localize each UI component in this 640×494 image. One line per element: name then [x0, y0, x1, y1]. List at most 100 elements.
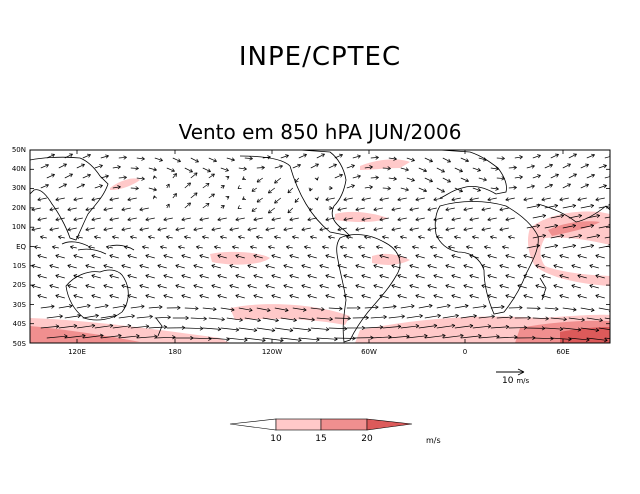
wind-vector-head — [166, 235, 170, 240]
wind-vector-head — [81, 333, 86, 339]
wind-vector — [427, 285, 437, 289]
wind-vector — [244, 317, 261, 321]
wind-vector — [442, 335, 464, 339]
wind-vector-head — [145, 274, 150, 279]
wind-vector — [382, 187, 391, 189]
wind-vector-head — [387, 186, 391, 191]
wind-vector-head — [577, 274, 582, 279]
wind-vector-head — [135, 166, 139, 171]
wind-vector-head — [375, 155, 379, 160]
wind-vector-head — [217, 217, 222, 222]
wind-vector-head — [117, 333, 122, 338]
wind-vector-head — [237, 205, 242, 209]
wind-vector-head — [301, 264, 306, 269]
wind-vector-head — [418, 235, 422, 240]
wind-vector — [496, 157, 505, 159]
wind-vector — [235, 255, 245, 259]
wind-vector-head — [152, 175, 157, 180]
wind-vector-head — [397, 217, 402, 222]
wind-vector — [319, 227, 329, 231]
wind-vector-head — [301, 284, 306, 289]
wind-vector — [262, 156, 271, 159]
lat-label-40n: 40N — [11, 165, 26, 173]
wind-vector — [211, 285, 221, 289]
wind-vector — [268, 246, 275, 249]
wind-vector — [598, 165, 607, 169]
wind-vector-head — [67, 284, 72, 289]
wind-vector-head — [535, 284, 540, 289]
wind-vector — [283, 227, 293, 231]
wind-vector-head — [325, 254, 330, 259]
wind-vector — [109, 295, 119, 299]
wind-vector — [481, 265, 491, 269]
wind-vector-head — [555, 173, 559, 178]
wind-vector — [235, 275, 245, 279]
wind-vector-head — [127, 323, 132, 329]
wind-vector-head — [427, 284, 432, 289]
wind-vector-head — [542, 233, 547, 239]
wind-vector — [208, 173, 215, 179]
wind-vector — [76, 305, 91, 309]
wind-vector — [595, 295, 605, 299]
wind-vector — [262, 317, 279, 321]
wind-vector-head — [274, 179, 278, 184]
wind-vector — [136, 157, 145, 160]
wind-vector-head — [329, 316, 333, 322]
wind-vector — [226, 157, 235, 161]
wind-vector — [487, 295, 497, 299]
wind-vector-head — [451, 274, 456, 279]
wind-vector-head — [430, 245, 434, 250]
wind-vector — [478, 335, 500, 339]
wind-vector — [418, 167, 427, 172]
wind-vector-head — [343, 197, 348, 202]
wind-vector-head — [91, 294, 96, 299]
wind-vector-head — [274, 199, 278, 204]
wind-vector-head — [76, 235, 80, 240]
wind-vector — [166, 236, 173, 239]
wind-vector — [562, 327, 582, 331]
wind-vector-head — [343, 294, 348, 299]
wind-vector-head — [109, 197, 114, 202]
wind-vector-head — [499, 264, 504, 269]
wind-vector — [568, 337, 590, 341]
lat-label-50n: 50N — [11, 146, 26, 154]
wind-vector — [535, 285, 545, 289]
wind-vector — [373, 207, 383, 211]
wind-vector-head — [106, 245, 110, 250]
wind-vector — [289, 295, 299, 299]
wind-vector-head — [109, 254, 114, 259]
wind-vector-head — [343, 217, 348, 222]
wind-vector — [265, 265, 275, 269]
wind-vector-head — [225, 196, 230, 200]
wind-vector — [370, 336, 392, 339]
wind-vector-head — [603, 164, 607, 169]
wind-vector-head — [37, 294, 42, 299]
wind-vector — [82, 174, 91, 179]
wind-vector — [226, 337, 248, 341]
wind-vector — [274, 236, 281, 239]
wind-vector — [517, 265, 527, 269]
wind-vector-head — [595, 254, 600, 259]
wind-vector — [334, 317, 351, 319]
wind-vector-head — [585, 183, 589, 188]
wind-vector-head — [220, 185, 225, 189]
wind-vector-head — [199, 294, 204, 299]
wind-vector-head — [505, 197, 510, 202]
wind-vector-head — [379, 217, 384, 222]
wind-vector-head — [145, 294, 150, 299]
coast-north-america — [239, 150, 352, 237]
wind-vector-head — [225, 167, 229, 172]
wind-vector — [424, 157, 433, 162]
wind-vector-head — [355, 227, 360, 232]
wind-vector-head — [217, 254, 222, 259]
wind-vector — [220, 205, 225, 209]
wind-vector — [136, 316, 153, 319]
wind-vector-head — [69, 173, 73, 178]
wind-vector — [499, 207, 509, 211]
wind-vector — [580, 307, 595, 311]
wind-vector — [37, 255, 47, 259]
wind-vector — [490, 187, 499, 190]
wind-vector — [160, 246, 167, 249]
wind-vector-head — [523, 254, 528, 259]
wind-vector — [55, 275, 65, 279]
